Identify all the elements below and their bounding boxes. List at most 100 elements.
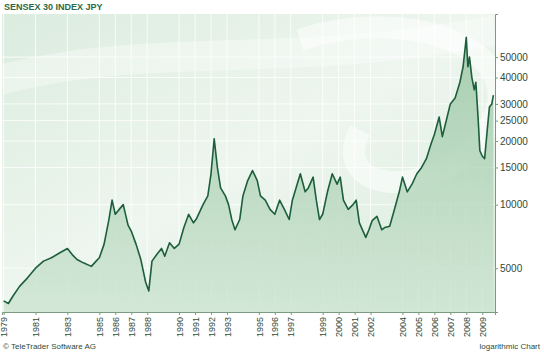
x-tick: 2007 — [446, 312, 456, 337]
y-tick: 15000 — [495, 162, 528, 173]
y-tick-label: 25000 — [500, 115, 528, 126]
x-tick-mark — [115, 312, 116, 315]
y-tick-mark — [495, 141, 498, 142]
y-axis-line — [496, 15, 499, 313]
x-tick-mark — [371, 312, 372, 315]
x-tick: 1990 — [175, 312, 185, 337]
plot-area — [4, 37, 494, 312]
x-tick-mark — [355, 312, 356, 315]
x-tick-label: 2000 — [334, 317, 344, 337]
x-tick: 2002 — [366, 312, 376, 337]
x-tick: 1996 — [270, 312, 280, 337]
x-tick-label: 2006 — [430, 317, 440, 337]
x-tick-mark — [211, 312, 212, 315]
x-tick-label: 1981 — [31, 317, 41, 337]
x-tick: 1992 — [207, 312, 217, 337]
y-grid-line — [2, 141, 495, 142]
y-grid-line — [2, 120, 495, 121]
y-tick-mark — [495, 78, 498, 79]
y-tick-mark — [495, 167, 498, 168]
y-tick-mark — [495, 268, 498, 269]
y-tick-label: 50000 — [500, 52, 528, 63]
x-tick-label: 1991 — [191, 317, 201, 337]
x-tick-mark — [339, 312, 340, 315]
x-tick-label: 2005 — [414, 317, 424, 337]
x-tick-label: 1993 — [223, 317, 233, 337]
y-tick-label: 40000 — [500, 72, 528, 83]
x-tick-label: 2004 — [398, 317, 408, 337]
x-tick: 1985 — [95, 312, 105, 337]
x-tick-label: 1990 — [175, 317, 185, 337]
x-tick-label: 1987 — [127, 317, 137, 337]
y-tick-label: 20000 — [500, 136, 528, 147]
x-tick-mark — [482, 312, 483, 315]
y-tick-mark — [495, 121, 498, 122]
y-grid-line — [2, 57, 495, 58]
y-tick-label: 15000 — [500, 162, 528, 173]
x-tick-mark — [450, 312, 451, 315]
chart: 1979 1981 1983 1985 1986 1987 1988 1990 1991 1992… — [0, 0, 544, 353]
x-tick-label: 2009 — [478, 317, 488, 337]
x-tick-label: 1988 — [143, 317, 153, 337]
y-tick-label: 5000 — [500, 263, 523, 274]
x-tick: 1999 — [318, 312, 328, 337]
y-tick: 50000 — [495, 52, 528, 63]
y-axis: 5000 10000 15000 20000 25000 30000 40000 50000 — [495, 15, 528, 313]
x-tick: 1983 — [63, 312, 73, 337]
y-tick-label: 30000 — [500, 99, 528, 110]
x-tick: 1986 — [111, 312, 121, 337]
x-tick: 1997 — [286, 312, 296, 337]
swirl — [2, 30, 495, 80]
x-tick-label: 1996 — [270, 317, 280, 337]
x-tick: 2001 — [350, 312, 360, 337]
y-tick-mark — [495, 57, 498, 58]
x-tick-mark — [179, 312, 180, 315]
x-tick-mark — [291, 312, 292, 315]
x-tick-label: 1983 — [63, 317, 73, 337]
x-tick-mark — [227, 312, 228, 315]
y-tick: 20000 — [495, 136, 528, 147]
y-grid-line — [2, 77, 495, 78]
line — [4, 37, 494, 303]
x-tick: 2009 — [478, 312, 488, 337]
x-grid-line — [147, 14, 148, 312]
y-tick-label: 10000 — [500, 199, 528, 210]
y-tick: 40000 — [495, 72, 528, 83]
footer-note: © TeleTrader Software AG — [3, 342, 96, 351]
x-tick-mark — [131, 312, 132, 315]
footer-note: logarithmic Chart — [480, 342, 541, 351]
x-tick: 1979 — [0, 312, 9, 337]
x-grid-line — [3, 14, 4, 312]
x-tick-mark — [434, 312, 435, 315]
x-tick: 1991 — [191, 312, 201, 337]
x-tick: 1987 — [127, 312, 137, 337]
x-tick-mark — [259, 312, 260, 315]
x-tick-mark — [36, 312, 37, 315]
x-tick-label: 2002 — [366, 317, 376, 337]
x-tick-mark — [418, 312, 419, 315]
x-tick-mark — [323, 312, 324, 315]
x-tick-label: 2001 — [350, 317, 360, 337]
title: SENSEX 30 INDEX JPY — [4, 2, 103, 12]
x-tick: 2005 — [414, 312, 424, 337]
x-tick-mark — [99, 312, 100, 315]
grid — [2, 14, 495, 312]
x-tick: 1993 — [223, 312, 233, 337]
x-tick-label: 1997 — [286, 317, 296, 337]
x-tick-mark — [275, 312, 276, 315]
x-tick-mark — [67, 312, 68, 315]
y-tick-mark — [495, 205, 498, 206]
y-tick: 5000 — [495, 263, 523, 274]
x-tick: 2008 — [462, 312, 472, 337]
y-tick: 25000 — [495, 115, 528, 126]
x-tick: 1988 — [143, 312, 153, 337]
x-tick-label: 1986 — [111, 317, 121, 337]
y-tick: 30000 — [495, 99, 528, 110]
x-tick-label: 2007 — [446, 317, 456, 337]
x-axis-line — [3, 313, 496, 316]
x-tick-mark — [4, 312, 5, 315]
x-tick-mark — [195, 312, 196, 315]
x-tick-label: 1995 — [255, 317, 265, 337]
x-tick: 2004 — [398, 312, 408, 337]
y-tick: 10000 — [495, 199, 528, 210]
